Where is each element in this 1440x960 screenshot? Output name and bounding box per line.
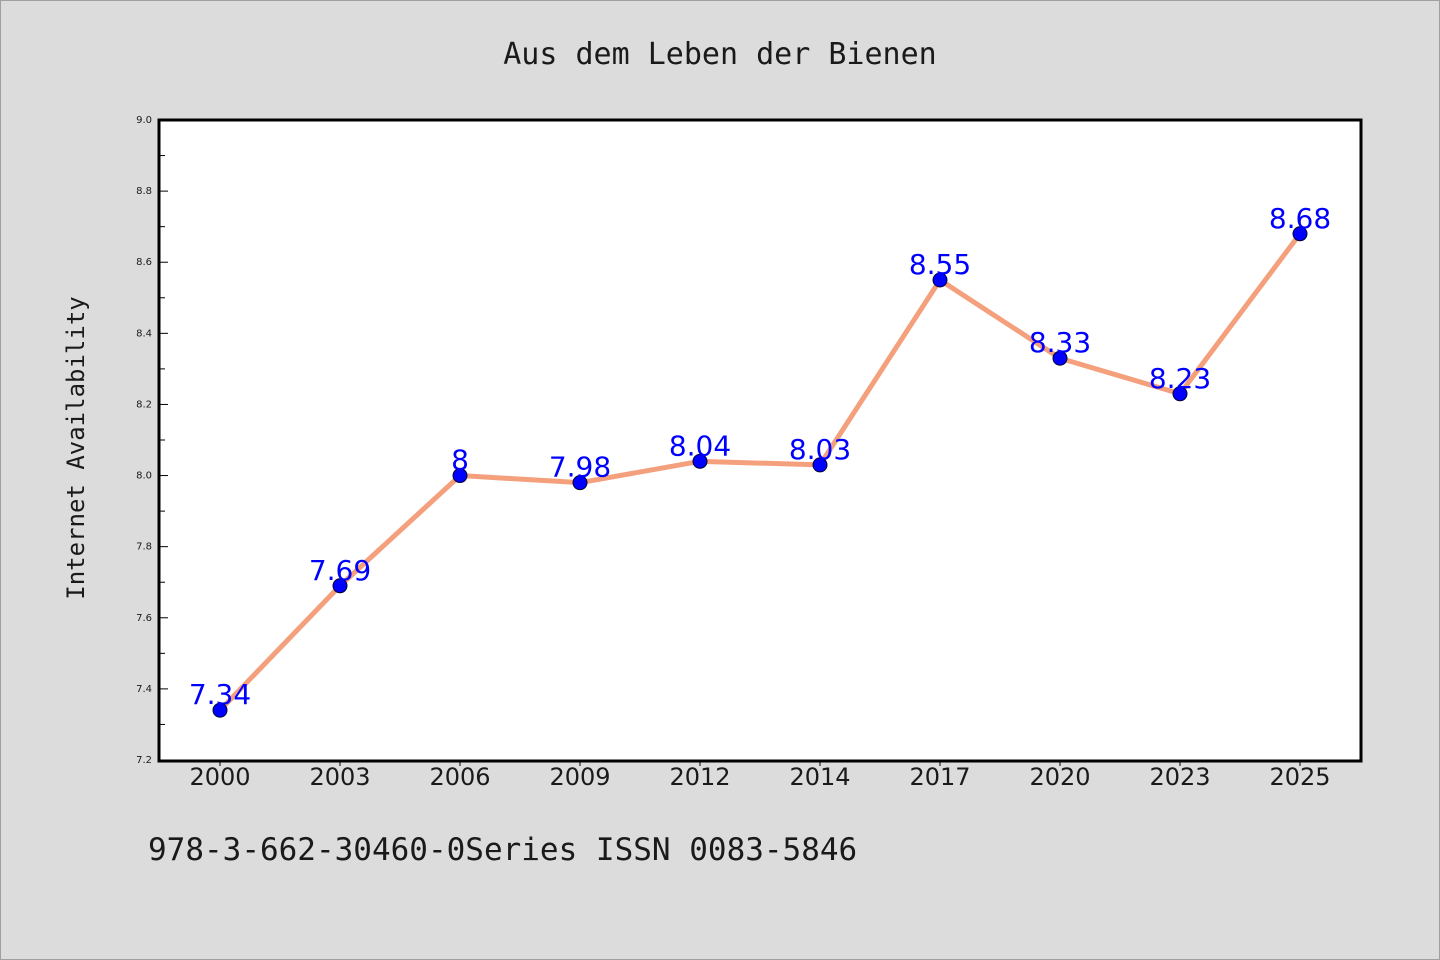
data-point <box>692 453 708 469</box>
x-tick-label: 2000 <box>189 763 250 791</box>
data-labels-layer: 7.34 7.69 8 7.98 8.04 8.03 8.55 8.33 8.23 8.68 <box>189 202 1331 711</box>
data-point <box>1172 386 1188 402</box>
data-point <box>932 272 948 288</box>
footer-note: 978-3-662-30460-0Series ISSN 0083-5846 <box>148 832 858 868</box>
data-label: 8.68 <box>1269 202 1331 235</box>
series-line <box>217 231 1303 713</box>
y-tick-label: 7.6 <box>136 613 152 624</box>
x-tick-label: 2023 <box>1149 763 1210 791</box>
data-label: 8.04 <box>669 429 731 462</box>
chart-title: Aus dem Leben der Bienen <box>503 37 936 72</box>
data-point <box>1052 350 1068 366</box>
y-tick-label: 8.2 <box>136 399 152 410</box>
x-axis-ticks: 2000 2003 2006 2009 2012 2014 2017 2020 2023 2025 <box>189 760 1331 791</box>
data-point <box>212 702 228 718</box>
data-point <box>572 475 588 491</box>
data-point <box>812 457 828 473</box>
plot-area <box>157 118 1363 763</box>
data-label: 7.34 <box>189 678 251 711</box>
x-tick-label: 2017 <box>909 763 970 791</box>
data-point <box>332 578 348 594</box>
y-tick-label: 8.6 <box>136 257 152 268</box>
y-tick-label: 8.0 <box>136 471 152 482</box>
y-tick-label: 7.8 <box>136 542 152 553</box>
y-axis-label: Internet Availability <box>62 296 90 599</box>
data-label: 7.69 <box>309 554 371 587</box>
x-tick-label: 2012 <box>669 763 730 791</box>
x-tick-label: 2006 <box>429 763 490 791</box>
data-label: 8.33 <box>1029 326 1091 359</box>
x-tick-label: 2003 <box>309 763 370 791</box>
data-label: 8.23 <box>1149 362 1211 395</box>
y-tick-label: 8.4 <box>136 328 152 339</box>
data-point <box>452 468 468 484</box>
y-tick-label: 9.0 <box>136 115 152 126</box>
y-tick-label: 7.4 <box>136 684 152 695</box>
x-tick-label: 2014 <box>789 763 850 791</box>
x-tick-label: 2009 <box>549 763 610 791</box>
y-tick-label: 8.8 <box>136 186 152 197</box>
data-label: 8 <box>451 444 469 477</box>
data-label: 8.55 <box>909 248 971 281</box>
y-tick-label: 7.2 <box>136 755 152 766</box>
y-axis-ticks: 7.2 7.4 7.6 7.8 8.0 8.2 8.4 8.6 8.8 9.0 <box>136 115 168 766</box>
data-label: 7.98 <box>549 451 611 484</box>
data-label: 8.03 <box>789 433 851 466</box>
x-tick-label: 2020 <box>1029 763 1090 791</box>
x-tick-label: 2025 <box>1269 763 1330 791</box>
series-layer <box>212 226 1308 718</box>
data-point <box>1292 226 1308 242</box>
